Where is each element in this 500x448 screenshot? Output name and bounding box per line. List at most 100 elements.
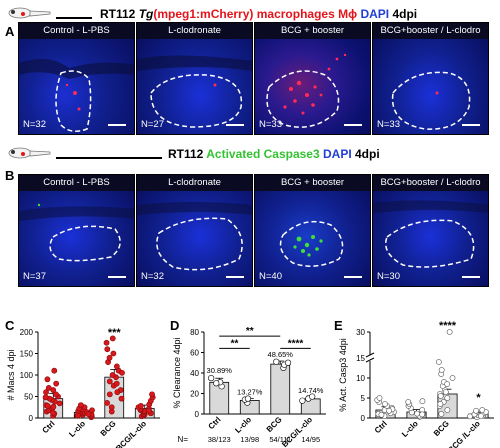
y-tick-label: 200 — [20, 328, 34, 337]
data-point — [444, 381, 451, 387]
value-label: 48.65% — [268, 350, 294, 359]
value-label: 13.27% — [237, 387, 263, 396]
panel-title: BCG + booster — [255, 23, 370, 39]
x-tick-label: Ctrl — [41, 419, 57, 435]
row-b-title: RT112 Activated Caspase3 DAPI 4dpi — [168, 147, 380, 161]
significance-label: * — [476, 392, 481, 404]
data-point — [50, 409, 56, 416]
data-point — [104, 400, 110, 406]
x-tick-label: BCG /L-clo — [446, 419, 482, 448]
data-point — [42, 394, 49, 401]
data-point — [405, 399, 412, 405]
row-a-title-rule — [56, 17, 92, 19]
y-axis-label: % Act. Casp3 4dpi — [338, 338, 348, 412]
sample-count: N=32 — [141, 271, 164, 282]
sample-count: N=37 — [23, 271, 46, 282]
data-point — [419, 411, 426, 418]
y-tick-label: 60 — [190, 349, 199, 358]
data-point — [53, 380, 60, 387]
axis-break-mark — [365, 352, 375, 358]
y-axis-label: % Clearance 4dpi — [172, 337, 182, 408]
data-point — [113, 363, 120, 370]
count-label: 13/98 — [240, 435, 259, 444]
data-point — [284, 359, 292, 366]
data-point — [437, 401, 444, 407]
x-tick-label: BCG/L-clo — [114, 419, 148, 448]
significance-label: ** — [231, 338, 239, 349]
sample-count: N=30 — [377, 271, 400, 282]
data-point — [449, 375, 456, 381]
data-point — [444, 407, 451, 413]
value-label: 30.89% — [207, 366, 233, 375]
zebrafish-larva-icon — [8, 147, 51, 159]
x-tick-label: BCG — [99, 419, 118, 438]
data-point — [309, 393, 316, 400]
data-point — [53, 391, 59, 398]
data-point — [376, 395, 383, 401]
sample-count: N=33 — [259, 119, 282, 130]
zebrafish-larva-icon — [8, 7, 51, 19]
x-tick-label: Ctrl — [373, 419, 389, 435]
x-tick-label: Ctrl — [207, 415, 223, 431]
data-point — [44, 376, 51, 383]
y-tick-label: 0 — [361, 414, 366, 423]
count-label: 54/111 — [269, 435, 291, 444]
x-tick-label: BCG — [265, 415, 284, 434]
row-a-title: RT112 Tg(mpeg1:mCherry) macrophages Mϕ D… — [100, 7, 418, 21]
data-point — [146, 407, 152, 414]
data-point — [137, 403, 144, 409]
chart-c-macrophage-counts: # Macs 4 dpi 0 50 100 150 200 Ctrl L-clo BCGBCG/… — [6, 327, 160, 448]
image-panel-a-control: Control - L-PBS N=32 — [18, 22, 135, 135]
sample-count: N=27 — [141, 119, 164, 130]
panel-title: BCG+booster / L-clodro — [373, 23, 488, 39]
data-point — [435, 359, 442, 365]
axis-break-mark — [365, 357, 375, 363]
scale-bar — [108, 124, 126, 126]
scale-bar — [226, 276, 244, 278]
data-point — [378, 411, 385, 418]
image-panel-a-bcg: BCG + booster N=33 — [254, 22, 371, 135]
y-tick-label: 100 — [20, 371, 34, 380]
scale-bar — [344, 276, 362, 278]
x-tick-label: BCG — [432, 419, 451, 438]
data-point — [74, 412, 81, 419]
count-label: 14/95 — [301, 435, 320, 444]
y-tick-label: 0 — [29, 414, 34, 423]
data-point — [208, 375, 215, 382]
panel-label-b: B — [5, 168, 15, 183]
data-point — [478, 413, 484, 419]
image-panel-b-control: Control - L-PBS N=37 — [18, 174, 135, 287]
y-axis-label: # Macs 4 dpi — [6, 349, 16, 400]
data-point — [44, 403, 51, 409]
data-point — [444, 395, 451, 401]
panel-title: BCG+booster / L-clodro — [373, 175, 488, 191]
counts-prefix: N= — [178, 435, 189, 444]
data-point — [108, 404, 115, 411]
y-tick-label: 15 — [356, 354, 365, 363]
count-label: 38/123 — [208, 435, 231, 444]
data-point — [438, 411, 445, 417]
data-point — [149, 391, 155, 398]
data-point — [51, 367, 58, 374]
data-point — [273, 358, 280, 365]
panel-title: Control - L-PBS — [19, 175, 134, 191]
data-point — [299, 397, 306, 404]
bar — [270, 363, 291, 415]
image-panel-b-bcg-lclodro: BCG+booster / L-clodro N=30 — [372, 174, 489, 287]
significance-label: **** — [439, 320, 457, 332]
sample-count: N=33 — [377, 119, 400, 130]
data-point — [104, 346, 111, 353]
panel-title: L-clodronate — [137, 23, 252, 39]
data-point — [56, 400, 63, 407]
data-point — [106, 391, 113, 398]
panel-title: L-clodronate — [137, 175, 252, 191]
y-tick-label: 80 — [190, 328, 199, 337]
data-point — [109, 372, 116, 378]
data-point — [446, 329, 453, 335]
data-point — [419, 398, 426, 405]
data-point — [45, 385, 52, 391]
y-tick-label: 20 — [190, 390, 199, 399]
sample-count: N=32 — [23, 119, 46, 130]
image-panel-b-bcg: BCG + booster N=40 — [254, 174, 371, 287]
